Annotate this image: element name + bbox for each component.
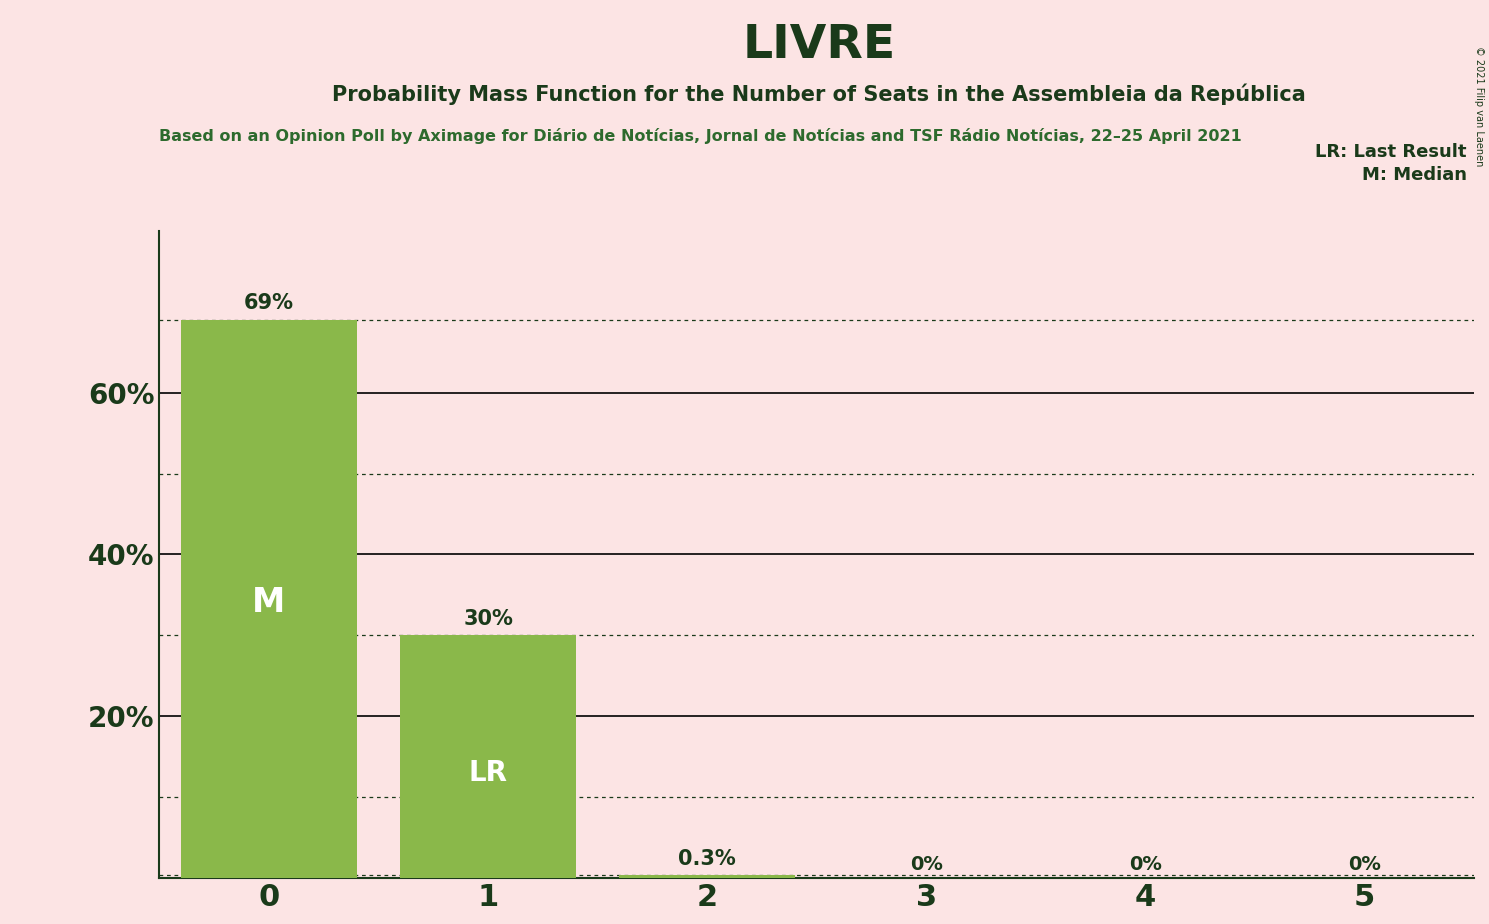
Text: LR: Last Result: LR: Last Result (1315, 143, 1467, 161)
Text: © 2021 Filip van Laenen: © 2021 Filip van Laenen (1474, 46, 1483, 166)
Bar (619, 875, 795, 878)
Text: M: M (252, 587, 286, 619)
Text: 30%: 30% (463, 609, 512, 628)
Text: M: Median: M: Median (1361, 166, 1467, 184)
Text: Based on an Opinion Poll by Aximage for Diário de Notícias, Jornal de Notícias a: Based on an Opinion Poll by Aximage for … (159, 128, 1242, 143)
Text: Probability Mass Function for the Number of Seats in the Assembleia da República: Probability Mass Function for the Number… (332, 83, 1306, 104)
Text: 0%: 0% (1129, 855, 1161, 874)
Bar (182, 320, 356, 878)
Text: LIVRE: LIVRE (743, 23, 895, 68)
Text: LR: LR (469, 759, 508, 786)
Text: 0%: 0% (1348, 855, 1380, 874)
Text: 0.3%: 0.3% (679, 849, 736, 869)
Text: 0%: 0% (910, 855, 943, 874)
Text: 69%: 69% (244, 294, 293, 313)
Bar (401, 636, 576, 878)
